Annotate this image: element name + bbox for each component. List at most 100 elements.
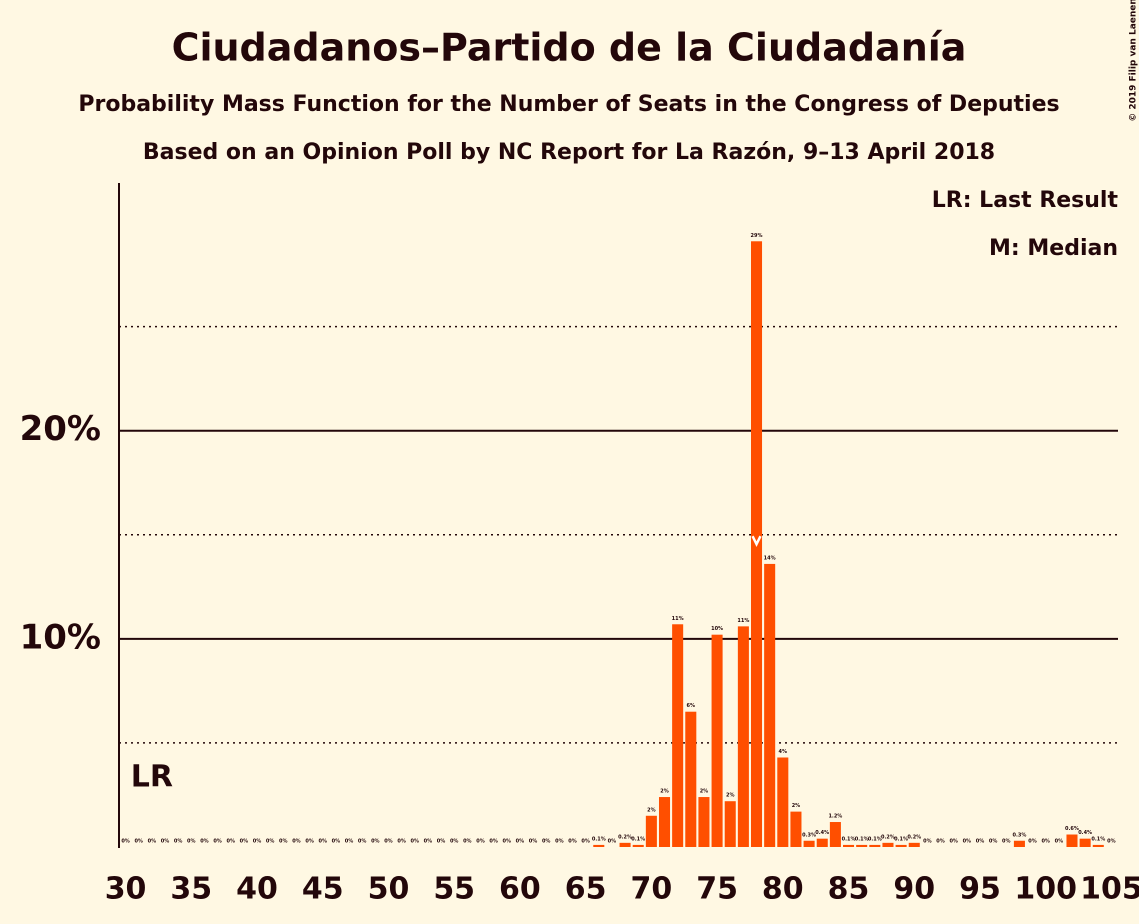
chart-subtitle: Based on an Opinion Poll by NC Report fo… — [143, 140, 995, 165]
legend-entry: M: Median — [989, 236, 1118, 261]
value-label: 0% — [358, 839, 367, 845]
value-label: 0.2% — [618, 834, 632, 840]
value-label: 0.3% — [1012, 832, 1026, 838]
value-label: 2% — [700, 789, 709, 795]
x-tick-label: 70 — [630, 872, 672, 907]
value-label: 0.1% — [1091, 836, 1105, 842]
value-label: 0% — [555, 839, 564, 845]
value-label: 0% — [1002, 839, 1011, 845]
value-label: 0% — [608, 839, 617, 845]
value-label: 1.2% — [828, 814, 842, 820]
value-label: 0% — [279, 839, 288, 845]
value-label: 0% — [345, 839, 354, 845]
x-tick-label: 80 — [762, 872, 804, 907]
bar — [777, 757, 789, 847]
value-label: 0% — [213, 839, 222, 845]
bar — [843, 844, 855, 847]
value-label: 0% — [581, 839, 590, 845]
value-label: 0% — [240, 839, 249, 845]
value-label: 2% — [647, 807, 656, 813]
bar — [856, 844, 868, 847]
y-tick-label: 20% — [20, 409, 101, 449]
value-label: 0% — [226, 839, 235, 845]
x-tick-label: 55 — [433, 872, 475, 907]
value-label: 2% — [792, 803, 801, 809]
bar — [882, 842, 894, 847]
value-label: 0.1% — [631, 836, 645, 842]
bar — [816, 838, 828, 847]
x-tick-label: 60 — [499, 872, 541, 907]
value-label: 0% — [253, 839, 262, 845]
value-label: 11% — [737, 618, 749, 624]
bar — [869, 844, 881, 847]
bar — [711, 634, 723, 847]
value-label: 0% — [1028, 839, 1037, 845]
bar — [632, 844, 644, 847]
value-label: 0% — [476, 839, 485, 845]
value-label: 0% — [529, 839, 538, 845]
value-label: 0% — [411, 839, 420, 845]
bar — [685, 711, 697, 847]
x-tick-label: 45 — [302, 872, 344, 907]
bar — [829, 822, 841, 847]
value-label: 10% — [711, 626, 723, 632]
value-label: 0% — [949, 839, 958, 845]
value-label: 0% — [305, 839, 314, 845]
bar — [593, 844, 605, 847]
value-label: 0% — [424, 839, 433, 845]
legend-entry: LR: Last Result — [932, 188, 1119, 213]
x-tick-label: 85 — [828, 872, 870, 907]
bar — [1066, 834, 1078, 847]
x-tick-label: 50 — [368, 872, 410, 907]
value-label: 0% — [516, 839, 525, 845]
value-label: 0% — [318, 839, 327, 845]
x-tick-label: 30 — [105, 872, 147, 907]
value-label: 0% — [134, 839, 143, 845]
value-label: 0% — [976, 839, 985, 845]
bar — [908, 842, 920, 847]
value-label: 0% — [174, 839, 183, 845]
value-label: 0% — [463, 839, 472, 845]
value-label: 0% — [148, 839, 157, 845]
value-label: 0.2% — [907, 834, 921, 840]
value-label: 0.6% — [1065, 826, 1079, 832]
value-label: 0% — [503, 839, 512, 845]
value-label: 0.2% — [881, 834, 895, 840]
value-label: 0% — [1041, 839, 1050, 845]
value-label: 0% — [332, 839, 341, 845]
x-tick-label: 40 — [236, 872, 278, 907]
value-label: 0% — [187, 839, 196, 845]
bar — [619, 842, 631, 847]
value-label: 0% — [266, 839, 275, 845]
bar — [1013, 840, 1025, 847]
value-label: 0.3% — [802, 832, 816, 838]
chart-title: Ciudadanos–Partido de la Ciudadanía — [172, 26, 967, 70]
value-label: 29% — [751, 233, 763, 239]
value-label: 0% — [371, 839, 380, 845]
x-tick-label: 100 — [1014, 872, 1077, 907]
value-label: 0% — [121, 839, 130, 845]
value-label: 0.4% — [815, 830, 829, 836]
value-label: 14% — [764, 555, 776, 561]
value-label: 0% — [568, 839, 577, 845]
value-label: 0% — [384, 839, 393, 845]
value-label: 0% — [1107, 839, 1116, 845]
x-tick-label: 65 — [565, 872, 607, 907]
bar — [1079, 838, 1091, 847]
value-label: 0% — [963, 839, 972, 845]
value-label: 0.1% — [592, 836, 606, 842]
bar — [698, 797, 710, 847]
bar — [658, 797, 671, 847]
bar — [764, 563, 776, 847]
value-label: 2% — [660, 789, 669, 795]
x-tick-label: 35 — [170, 872, 212, 907]
x-tick-label: 105 — [1080, 872, 1139, 907]
chart-subtitle: Probability Mass Function for the Number… — [78, 92, 1059, 117]
bar — [645, 815, 657, 847]
bar — [790, 811, 802, 847]
value-label: 0.1% — [855, 836, 869, 842]
value-label: 11% — [672, 616, 684, 622]
value-label: 0% — [200, 839, 209, 845]
value-label: 0% — [923, 839, 932, 845]
